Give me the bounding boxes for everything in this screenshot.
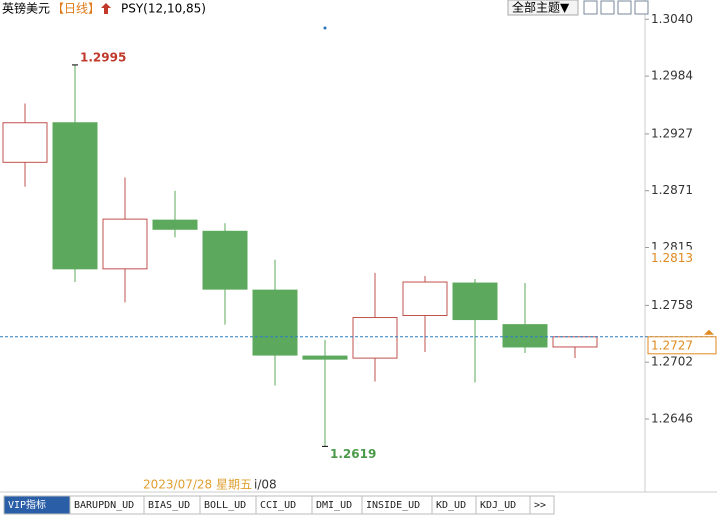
candle-body (152, 219, 198, 230)
candle-body (552, 336, 598, 348)
tool-button[interactable] (634, 0, 649, 15)
cursor-box (648, 249, 716, 267)
indicator: PSY(12,10,85) (121, 2, 206, 16)
tab-label[interactable]: KD_UD (436, 500, 466, 511)
tab-label[interactable]: DMI_UD (316, 500, 352, 511)
theme-menu-label[interactable]: 全部主题▼ (512, 0, 570, 15)
candle-body (502, 324, 548, 348)
candle-body (302, 355, 348, 360)
tool-button[interactable] (617, 0, 632, 15)
y-tick-label: 1.2646 (651, 411, 693, 425)
candle-body (352, 317, 398, 359)
marker-dot (323, 26, 327, 30)
date-fragment: i/08 (254, 478, 277, 492)
cursor-date: 2023/07/28 星期五 (143, 478, 252, 492)
y-tick-label: 1.2702 (651, 355, 693, 369)
tab-label[interactable]: BIAS_UD (148, 500, 190, 511)
candle-body (452, 282, 498, 321)
tab[interactable] (529, 495, 555, 515)
y-tick-label: 1.2984 (651, 69, 693, 83)
toolbar (583, 0, 649, 15)
price-label: 1.2727 (651, 338, 693, 352)
candle-body (202, 230, 248, 290)
high-label: 1.2995 (80, 50, 126, 64)
tab-label[interactable]: BARUPDN_UD (74, 500, 134, 511)
candle-body (402, 281, 448, 317)
theme-menu[interactable] (507, 0, 579, 16)
symbol: 英镑美元 (2, 1, 50, 16)
tab-label[interactable]: INSIDE_UD (366, 500, 420, 511)
tab-label[interactable]: KDJ_UD (480, 500, 516, 511)
candle-body (252, 289, 298, 356)
tool-button[interactable] (583, 0, 598, 15)
period: 【日线】 (52, 2, 100, 16)
tool-button[interactable] (600, 0, 615, 15)
candle-body (2, 122, 48, 163)
y-tick-label: 1.2758 (651, 298, 693, 312)
tab-bar: VIP指标 BARUPDN_UD BIAS_UD BOLL_UD CCI_UD DMI_U… (3, 495, 555, 515)
indicator-icon (101, 3, 111, 14)
y-tick-label: 1.2927 (651, 126, 693, 140)
price-box (647, 336, 717, 355)
y-tick-label: 1.2871 (651, 183, 693, 197)
tab-label[interactable]: >> (534, 500, 546, 511)
low-label: 1.2619 (330, 447, 376, 461)
candle-body (102, 218, 148, 270)
tab-label[interactable]: CCI_UD (260, 500, 296, 511)
cursor-price: 1.2813 (651, 251, 693, 265)
candle-body (52, 122, 98, 270)
tab-label[interactable]: VIP指标 (8, 498, 46, 511)
price-arrow (704, 329, 714, 335)
y-tick-label: 1.3040 (651, 12, 693, 26)
tab-label[interactable]: BOLL_UD (204, 500, 246, 511)
